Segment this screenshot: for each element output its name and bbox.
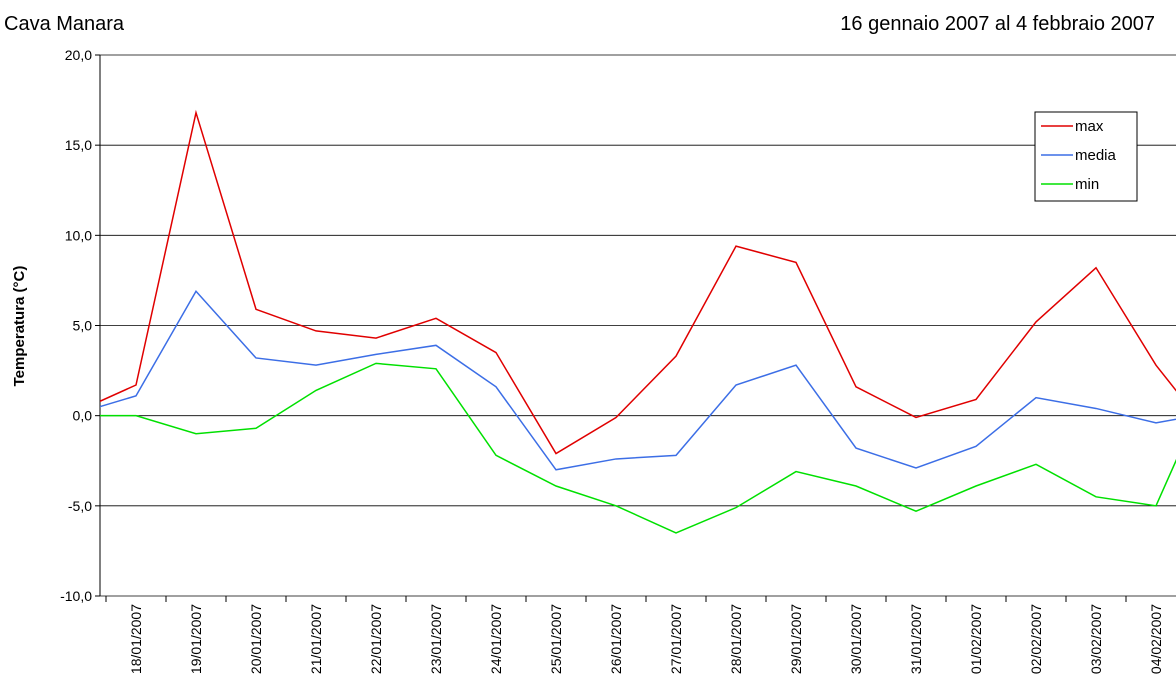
x-tick-label: 31/01/2007 [908,604,924,674]
data-line [100,109,1176,455]
legend-label: min [1075,176,1099,193]
legend-label: max [1075,118,1104,135]
x-tick-label: 27/01/2007 [668,604,684,674]
legend-box [1034,111,1138,202]
x-tick-label: 20/01/2007 [248,604,264,674]
y-tick-label: 15,0 [65,137,92,153]
y-tick-label: 20,0 [65,47,92,63]
y-tick-label: -5,0 [68,498,92,514]
y-tick-label: 0,0 [73,408,93,424]
x-tick-label: 29/01/2007 [788,604,804,674]
x-tick-label: 30/01/2007 [848,604,864,674]
plot-lines [100,109,1176,534]
data-line [100,362,1176,534]
chart-subtitle: 16 gennaio 2007 al 4 febbraio 2007 [840,13,1155,35]
x-tick-label: 21/01/2007 [308,604,324,674]
x-tick-label: 18/01/2007 [128,604,144,674]
legend-label: media [1075,147,1117,164]
x-tick-label: 04/02/2007 [1148,604,1164,674]
x-tick-label: 24/01/2007 [488,604,504,674]
x-tick-label: 01/02/2007 [968,604,984,674]
x-tick-label: 19/01/2007 [188,604,204,674]
y-tick-label: 10,0 [65,227,92,243]
y-tick-label: 5,0 [73,318,93,334]
x-tick-label: 22/01/2007 [368,604,384,674]
y-tick-label: -10,0 [60,588,92,604]
x-tick-label: 03/02/2007 [1088,604,1104,674]
x-tick-label: 26/01/2007 [608,604,624,674]
y-axis-label: Temperatura (°C) [11,266,28,387]
x-tick-label: 25/01/2007 [548,604,564,674]
x-tick-label: 28/01/2007 [728,604,744,674]
chart-title: Cava Manara [4,13,125,35]
x-tick-label: 23/01/2007 [428,604,444,674]
x-tick-label: 02/02/2007 [1028,604,1044,674]
data-line [100,289,1176,471]
